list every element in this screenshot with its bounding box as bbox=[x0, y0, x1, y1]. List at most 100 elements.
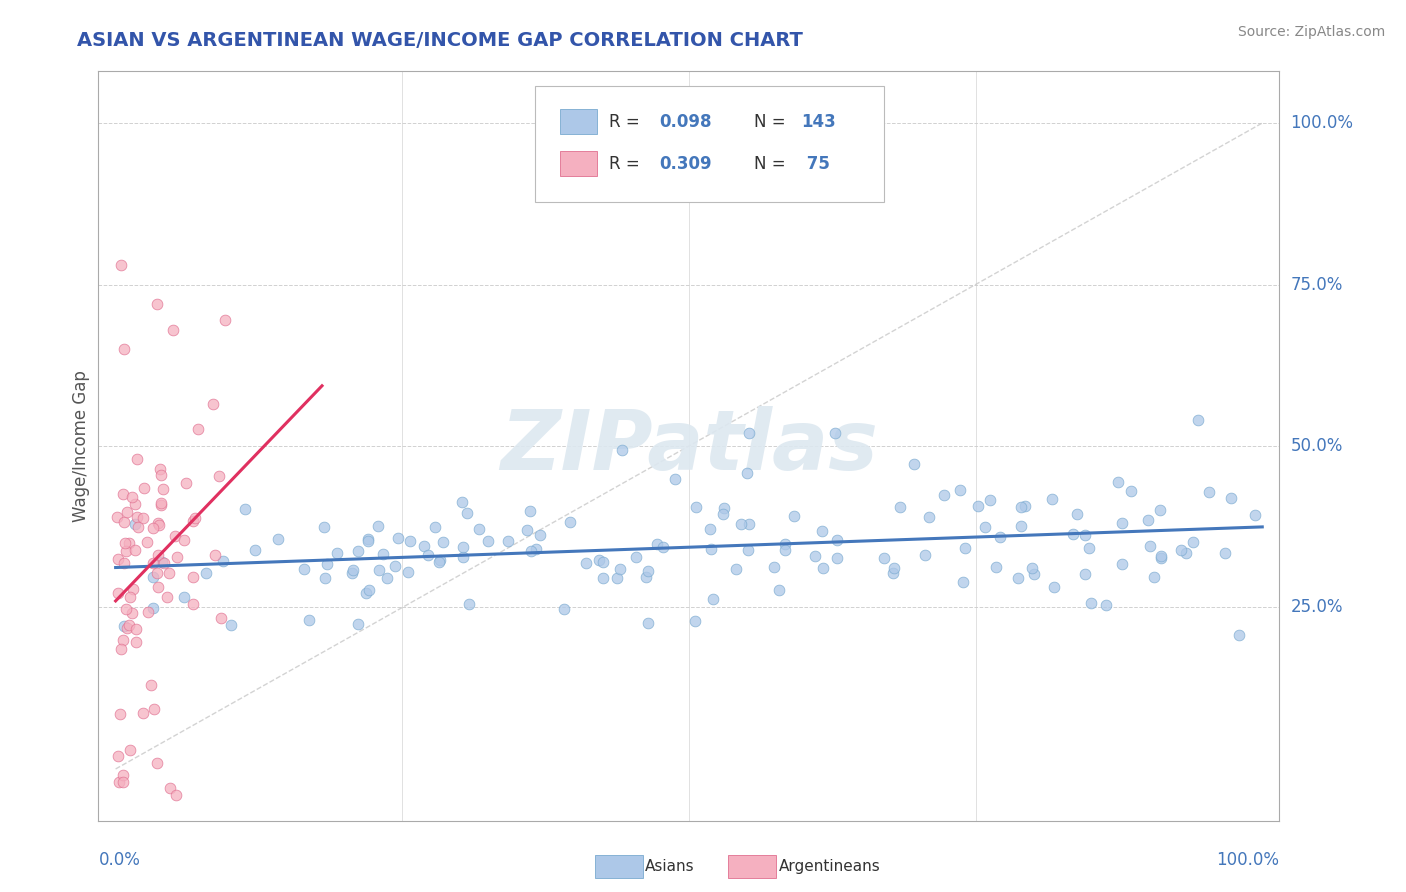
Point bbox=[592, 555, 614, 569]
Point bbox=[292, 562, 315, 576]
Point bbox=[429, 553, 451, 567]
Point bbox=[181, 570, 204, 584]
Text: Asians: Asians bbox=[645, 859, 695, 873]
Point bbox=[918, 510, 941, 524]
Point bbox=[560, 516, 582, 530]
Point bbox=[112, 768, 135, 782]
Point bbox=[114, 535, 136, 549]
Point bbox=[173, 591, 195, 605]
Text: 0.098: 0.098 bbox=[659, 112, 711, 130]
Point bbox=[384, 558, 406, 573]
Point bbox=[738, 426, 761, 441]
Point bbox=[340, 566, 363, 580]
Point bbox=[529, 527, 551, 541]
Point bbox=[637, 615, 659, 630]
Text: 143: 143 bbox=[801, 112, 837, 130]
Point bbox=[166, 550, 188, 565]
Point bbox=[208, 468, 231, 483]
Point bbox=[124, 497, 146, 511]
Point bbox=[737, 542, 759, 557]
Point bbox=[645, 537, 668, 551]
Point bbox=[143, 702, 166, 716]
Point bbox=[112, 557, 135, 571]
Point bbox=[700, 541, 723, 556]
Point bbox=[1111, 516, 1133, 530]
Point bbox=[243, 543, 266, 558]
Point bbox=[520, 544, 543, 558]
Point bbox=[813, 561, 835, 575]
Point bbox=[1021, 560, 1043, 574]
Point bbox=[652, 540, 675, 554]
Point bbox=[1062, 527, 1084, 541]
Point bbox=[112, 619, 135, 633]
Point bbox=[637, 564, 659, 578]
Text: ASIAN VS ARGENTINEAN WAGE/INCOME GAP CORRELATION CHART: ASIAN VS ARGENTINEAN WAGE/INCOME GAP COR… bbox=[77, 31, 803, 50]
Point bbox=[811, 524, 834, 539]
Point bbox=[367, 563, 389, 577]
Y-axis label: Wage/Income Gap: Wage/Income Gap bbox=[72, 370, 90, 522]
Point bbox=[132, 482, 155, 496]
Point bbox=[1219, 491, 1241, 506]
Point bbox=[110, 258, 132, 272]
Point bbox=[150, 498, 173, 512]
Point bbox=[966, 500, 988, 514]
Point bbox=[516, 523, 538, 537]
Point bbox=[889, 500, 911, 515]
Point bbox=[124, 517, 146, 532]
Point bbox=[375, 571, 398, 585]
Text: ZIPatlas: ZIPatlas bbox=[501, 406, 877, 486]
Point bbox=[738, 516, 761, 531]
FancyBboxPatch shape bbox=[560, 151, 596, 177]
Point bbox=[1213, 546, 1236, 560]
Point bbox=[209, 611, 232, 625]
Text: 100.0%: 100.0% bbox=[1291, 114, 1354, 132]
Point bbox=[984, 559, 1007, 574]
Point bbox=[609, 562, 631, 576]
Point bbox=[519, 503, 541, 517]
Point bbox=[1010, 518, 1032, 533]
Point bbox=[125, 635, 148, 649]
Point bbox=[592, 571, 614, 585]
Point bbox=[107, 749, 129, 764]
Point bbox=[357, 534, 380, 549]
Point bbox=[110, 641, 132, 656]
Point bbox=[110, 707, 132, 722]
Text: 100.0%: 100.0% bbox=[1216, 851, 1279, 869]
Point bbox=[773, 537, 796, 551]
Point bbox=[121, 491, 143, 505]
Point bbox=[357, 532, 380, 546]
Point bbox=[211, 554, 233, 568]
Point bbox=[1010, 500, 1032, 514]
Point bbox=[423, 520, 446, 534]
Point bbox=[326, 546, 349, 560]
Point bbox=[162, 323, 184, 337]
Point bbox=[1149, 503, 1171, 517]
Text: R =: R = bbox=[609, 154, 644, 172]
Point bbox=[114, 543, 136, 558]
Point bbox=[127, 452, 149, 467]
Point bbox=[588, 553, 610, 567]
Point bbox=[112, 633, 135, 648]
Point bbox=[187, 422, 209, 436]
Point bbox=[636, 570, 658, 584]
Point bbox=[553, 601, 575, 615]
Point bbox=[974, 520, 997, 534]
FancyBboxPatch shape bbox=[536, 87, 884, 202]
Point bbox=[159, 781, 181, 796]
Point bbox=[117, 621, 139, 635]
Point bbox=[347, 617, 370, 632]
Point bbox=[456, 506, 478, 520]
Point bbox=[685, 500, 707, 515]
Point bbox=[267, 532, 290, 546]
Point bbox=[112, 515, 135, 529]
Point bbox=[312, 519, 335, 533]
Point bbox=[233, 501, 256, 516]
Point bbox=[183, 510, 205, 524]
Point bbox=[1111, 558, 1133, 572]
Point bbox=[219, 617, 242, 632]
Point bbox=[724, 562, 747, 576]
Point bbox=[136, 534, 159, 549]
Point bbox=[136, 605, 159, 619]
Point bbox=[606, 571, 628, 585]
Point bbox=[882, 566, 904, 581]
